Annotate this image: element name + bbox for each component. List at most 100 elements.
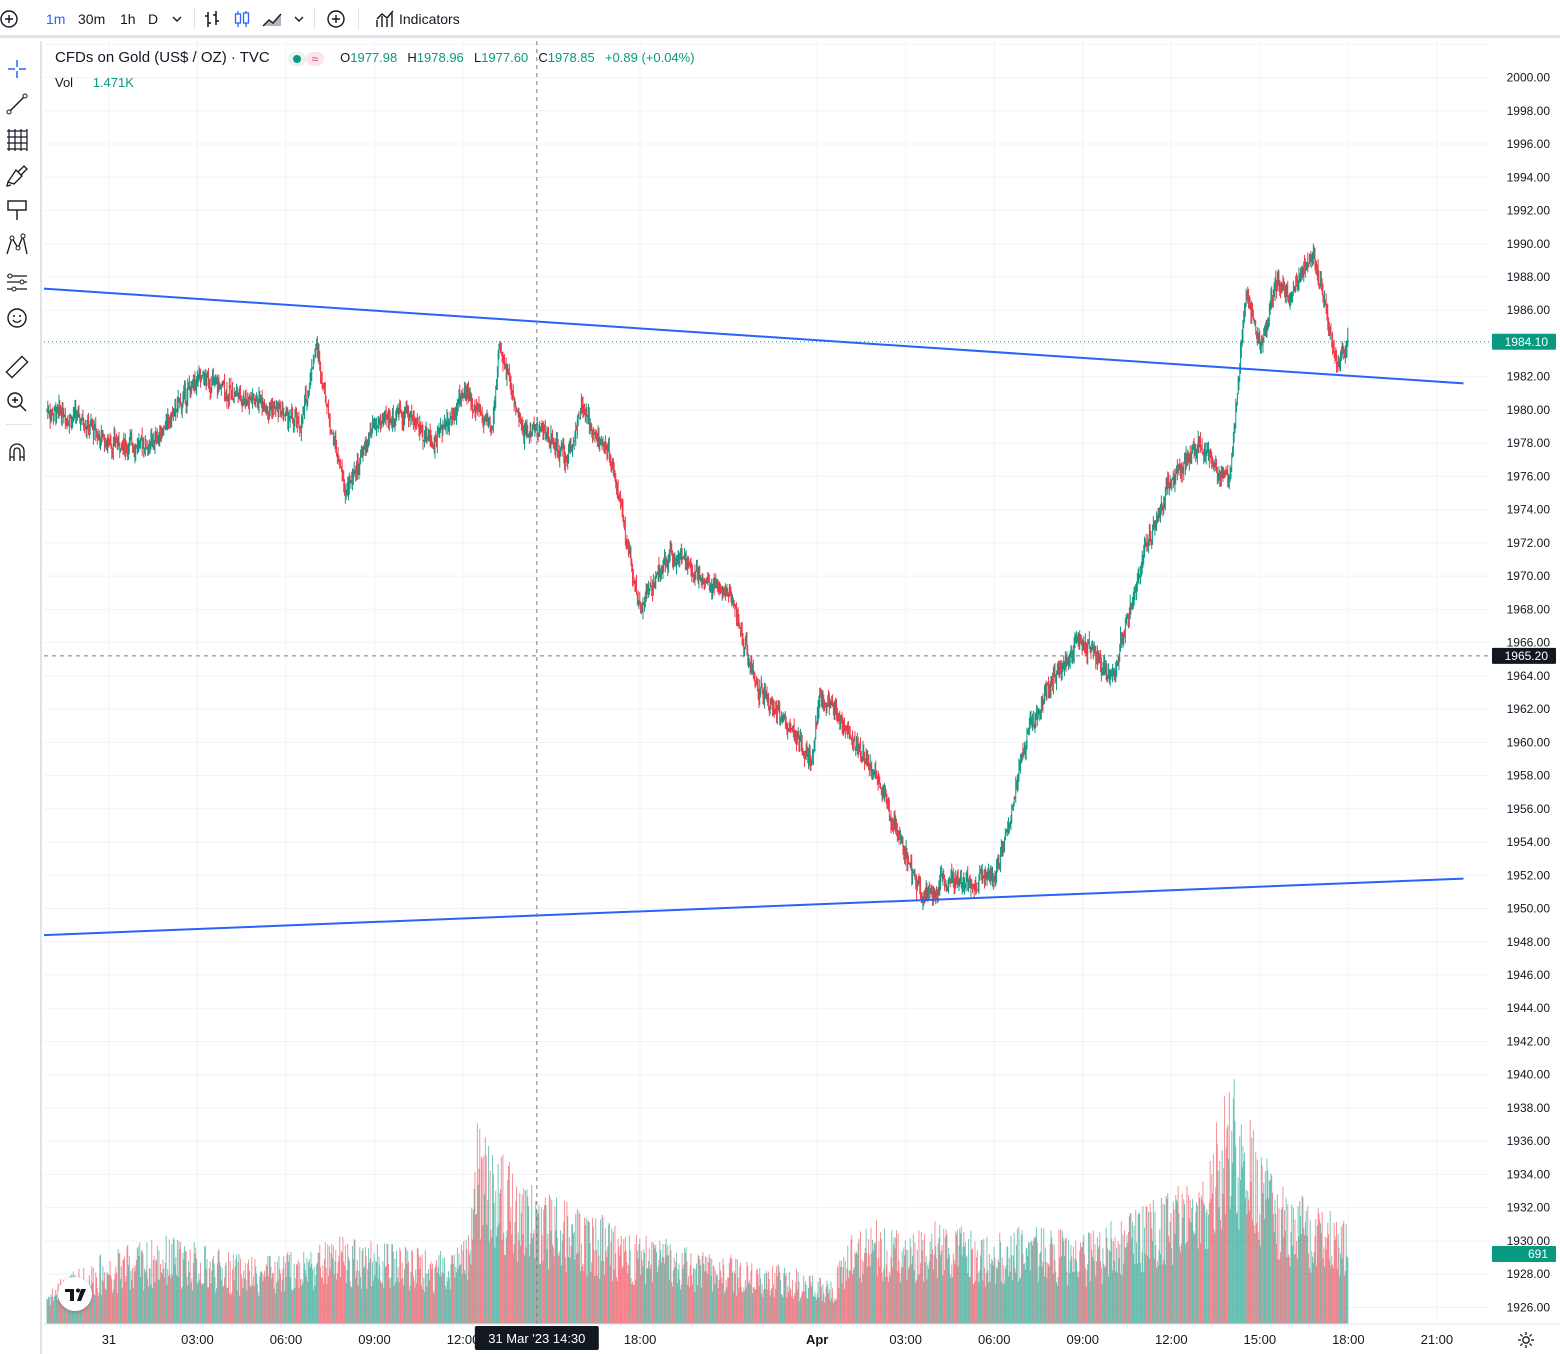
time-tick-label: 21:00 [1421,1332,1454,1347]
time-tick-label: 09:00 [358,1332,391,1347]
price-tick-label: 2000.00 [1507,71,1551,85]
tradingview-logo[interactable] [58,1277,92,1311]
zoom-in-icon[interactable] [4,389,30,415]
time-axis[interactable]: 31 03:00 06:00 09:00 12:00 18:00 Apr 03:00 06:00… [44,1323,1560,1354]
price-tick-label: 1956.00 [1507,802,1551,816]
time-tick-label: Apr [806,1332,828,1347]
last-price-label: 1984.10 [1505,335,1549,349]
price-tick-label: 1998.00 [1507,104,1551,118]
tradingview-logo-icon [65,1288,86,1301]
indicators-button[interactable]: Indicators [399,11,460,27]
volume-label[interactable]: Vol [55,75,74,90]
close-key: C [538,50,548,65]
upper-trendline [44,287,1464,385]
area-style-icon[interactable] [261,8,283,30]
price-tick-label: 1962.00 [1507,702,1551,716]
high-value: 1978.96 [416,50,464,65]
time-tick-label: 03:00 [181,1332,214,1347]
time-tick-label: 15:00 [1244,1332,1277,1347]
magnet-icon[interactable] [4,439,30,465]
price-tick-label: 1942.00 [1507,1034,1551,1048]
brush-icon[interactable] [4,162,30,188]
crosshair-price-label: 1965.20 [1505,649,1549,663]
price-tick-label: 1974.00 [1507,503,1551,517]
toolbar-divider [358,8,359,30]
interval-1h-button[interactable]: 1h [120,11,136,27]
price-tick-label: 1952.00 [1507,868,1551,882]
status-badges: ≈ [287,50,324,67]
crosshair [44,41,1490,1324]
low-key: L [473,50,482,65]
price-axis-bg [1490,41,1560,1324]
close-value: 1978.85 [547,50,595,65]
last-volume-label: 691 [1528,1247,1548,1261]
change-value: +0.89 (+0.04%) [604,50,695,65]
settings-gear-icon[interactable] [1516,1330,1536,1350]
forecast-icon[interactable] [4,269,30,295]
price-tick-label: 1994.00 [1507,170,1551,184]
emoji-icon[interactable] [4,305,30,331]
toolbar-divider [6,424,32,425]
price-tick-label: 1972.00 [1507,536,1551,550]
interval-1m-button[interactable]: 1m [46,11,66,27]
price-tick-label: 1938.00 [1507,1101,1551,1115]
interval-d-button[interactable]: D [148,11,159,27]
chart-grid [44,41,1490,1324]
volume-value: 1.471K [92,75,134,90]
time-tick-label: 06:00 [978,1332,1011,1347]
lower-trendline [44,877,1464,937]
time-tick-label: 12:00 [447,1332,480,1347]
last-volume-label-bg [1492,1246,1556,1262]
symbol-legend: CFDs on Gold (US$ / OZ) · TVC ≈ O1977.98… [55,49,695,67]
price-axis[interactable]: 2000.00 1998.00 1996.00 1994.00 1992.00 1990.… [1490,41,1560,1324]
price-tick-label: 1946.00 [1507,968,1551,982]
candle-style-icon[interactable] [231,8,253,30]
price-tick-label: 1966.00 [1507,636,1551,650]
plus-circle-icon[interactable] [0,8,20,30]
data-delayed-badge: ≈ [305,51,324,66]
price-tick-label: 1944.00 [1507,1001,1551,1015]
price-tick-label: 1958.00 [1507,769,1551,783]
price-tick-label: 1980.00 [1507,403,1551,417]
high-key: H [407,50,417,65]
price-tick-label: 1976.00 [1507,469,1551,483]
price-tick-label: 1988.00 [1507,270,1551,284]
price-tick-label: 1928.00 [1507,1267,1551,1281]
trend-lines[interactable] [44,287,1464,937]
chevron-down-icon[interactable] [166,8,188,30]
trend-line-icon[interactable] [4,91,30,117]
bar-style-icon[interactable] [201,8,223,30]
top-toolbar: 1m 30m 1h D Indicators [0,0,1560,38]
time-tick-label: 09:00 [1066,1332,1099,1347]
price-tick-label: 1926.00 [1507,1300,1551,1314]
time-tick-label: 18:00 [1332,1332,1365,1347]
chevron-down-icon[interactable] [288,8,310,30]
symbol-title[interactable]: CFDs on Gold (US$ / OZ) · TVC [55,49,270,66]
indicators-icon[interactable] [374,8,396,30]
ruler-icon[interactable] [4,354,30,380]
last-price-label-bg [1492,333,1556,350]
crosshair-icon[interactable] [4,56,30,82]
open-key: O [340,50,351,65]
volume-legend: Vol 1.471K [55,75,134,90]
price-tick-label: 1968.00 [1507,602,1551,616]
price-tick-label: 1978.00 [1507,436,1551,450]
compare-plus-icon[interactable] [325,8,347,30]
price-tick-label: 1996.00 [1507,137,1551,151]
time-tick-label: 31 [102,1332,116,1347]
time-tick-label: 18:00 [624,1332,657,1347]
price-tick-label: 1948.00 [1507,935,1551,949]
time-tick-label: 06:00 [270,1332,303,1347]
interval-30m-button[interactable]: 30m [78,11,106,27]
price-tick-label: 1986.00 [1507,303,1551,317]
price-tick-label: 1934.00 [1507,1167,1551,1181]
text-note-icon[interactable] [4,197,30,223]
pattern-icon[interactable] [4,232,30,258]
candlesticks [46,243,1349,911]
toolbar-divider [314,8,315,30]
crosshair-time-label-bg [474,1326,599,1350]
volume-bars [46,1079,1349,1324]
price-chart[interactable]: 2000.00 1998.00 1996.00 1994.00 1992.00 1990.… [44,41,1560,1354]
fib-grid-icon[interactable] [4,126,30,152]
time-axis-bg [44,1324,1560,1354]
